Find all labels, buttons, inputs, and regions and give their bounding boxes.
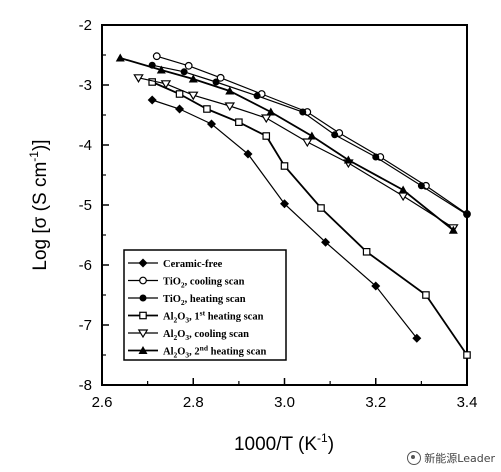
data-point bbox=[160, 80, 172, 89]
data-point bbox=[212, 78, 220, 86]
data-point bbox=[331, 131, 339, 139]
x-axis-title-close: ) bbox=[328, 434, 334, 455]
data-point bbox=[175, 104, 185, 114]
legend-label: Al2O3, cooling scan bbox=[163, 329, 249, 342]
data-point bbox=[412, 333, 422, 343]
data-point bbox=[253, 92, 261, 100]
data-point bbox=[398, 185, 408, 194]
data-point bbox=[152, 52, 161, 61]
data-point bbox=[463, 211, 471, 219]
data-point bbox=[302, 138, 313, 148]
data-point bbox=[138, 346, 148, 354]
data-point bbox=[188, 74, 198, 83]
series-line bbox=[152, 99, 418, 339]
data-point bbox=[422, 291, 430, 299]
legend-entry: Al2O3, cooling scan bbox=[128, 329, 249, 342]
series-3 bbox=[148, 61, 471, 219]
data-point bbox=[448, 225, 458, 234]
data-point bbox=[372, 153, 380, 161]
legend-label: Ceramic-free bbox=[163, 259, 223, 270]
data-point bbox=[187, 91, 199, 101]
data-point bbox=[266, 107, 276, 116]
data-point bbox=[280, 199, 289, 209]
x-tick-label: 2.8 bbox=[183, 394, 204, 411]
data-point bbox=[216, 73, 225, 82]
data-point bbox=[321, 237, 331, 247]
watermark: 新能源Leader bbox=[407, 450, 495, 466]
data-point bbox=[139, 311, 147, 320]
data-point bbox=[260, 114, 272, 124]
y-tick-label: -2 bbox=[79, 17, 92, 34]
data-point bbox=[180, 68, 188, 76]
data-point bbox=[463, 351, 471, 359]
x-tick-label: 3.4 bbox=[457, 394, 478, 411]
data-point bbox=[139, 294, 147, 302]
data-point bbox=[225, 86, 235, 95]
data-point bbox=[207, 119, 216, 129]
data-point bbox=[235, 118, 243, 127]
series-layer bbox=[115, 52, 471, 359]
series-1 bbox=[147, 95, 422, 343]
data-point bbox=[397, 192, 409, 202]
axis-ticks: 2.6 2.8 3.0 3.2 3.4 -2 -3 -4 -5 -6 -7 -8 bbox=[79, 17, 478, 411]
legend-label: Al2O3, 1st heating scan bbox=[163, 309, 264, 325]
legend-label: TiO2, heating scan bbox=[163, 294, 246, 307]
legend-label: TiO2, cooling scan bbox=[163, 277, 245, 290]
y-tick-label: -4 bbox=[79, 137, 92, 154]
y-tick-label: -6 bbox=[79, 257, 92, 274]
y-axis-title-sup: -1 bbox=[27, 151, 41, 162]
legend-entry: TiO2, cooling scan bbox=[128, 277, 245, 290]
x-axis-title: 1000/T (K-1) bbox=[234, 431, 334, 455]
watermark-text: 新能源Leader bbox=[424, 452, 495, 465]
data-point bbox=[307, 131, 317, 140]
data-point bbox=[243, 149, 253, 159]
legend: Ceramic-free TiO2, cooling scan TiO2, heat… bbox=[123, 249, 287, 361]
y-axis-title-close: )] bbox=[30, 139, 51, 151]
data-point bbox=[317, 204, 325, 212]
data-point bbox=[362, 248, 371, 256]
legend-label: Al2O3, 2nd heating scan bbox=[163, 344, 267, 360]
data-point bbox=[262, 132, 271, 140]
data-point bbox=[137, 329, 149, 339]
data-point bbox=[156, 65, 166, 74]
data-point bbox=[184, 61, 193, 70]
legend-entry: Ceramic-free bbox=[128, 258, 223, 270]
data-point bbox=[417, 182, 425, 190]
series-6 bbox=[115, 53, 458, 234]
series-4 bbox=[148, 78, 471, 359]
data-point bbox=[203, 105, 211, 113]
series-5 bbox=[133, 74, 459, 233]
legend-entry: Al2O3, 2nd heating scan bbox=[128, 344, 267, 360]
data-point bbox=[224, 102, 236, 112]
legend-entry: TiO2, heating scan bbox=[128, 294, 246, 307]
legend-entry: Al2O3, 1st heating scan bbox=[128, 309, 264, 325]
data-point bbox=[371, 281, 381, 291]
x-axis-title-sup: -1 bbox=[317, 431, 328, 445]
x-tick-label: 3.2 bbox=[365, 394, 386, 411]
y-tick-label: -7 bbox=[79, 317, 92, 334]
data-point bbox=[343, 155, 353, 164]
data-point bbox=[175, 90, 184, 98]
y-tick-label: -5 bbox=[79, 197, 92, 214]
data-point bbox=[115, 53, 125, 62]
data-point bbox=[299, 108, 307, 116]
legend-box bbox=[123, 249, 287, 361]
series-line bbox=[151, 81, 468, 356]
y-axis-title: Log [σ (S cm-1)] bbox=[27, 139, 51, 270]
data-point bbox=[147, 95, 157, 105]
y-tick-label: -3 bbox=[79, 77, 92, 94]
x-tick-label: 2.6 bbox=[92, 394, 113, 411]
data-point bbox=[139, 276, 147, 285]
data-point bbox=[138, 258, 148, 268]
wechat-icon bbox=[407, 451, 422, 465]
data-point bbox=[133, 74, 144, 83]
x-tick-label: 3.0 bbox=[274, 394, 295, 411]
data-point bbox=[280, 162, 289, 170]
y-tick-label: -8 bbox=[79, 377, 92, 394]
series-line bbox=[138, 77, 454, 229]
